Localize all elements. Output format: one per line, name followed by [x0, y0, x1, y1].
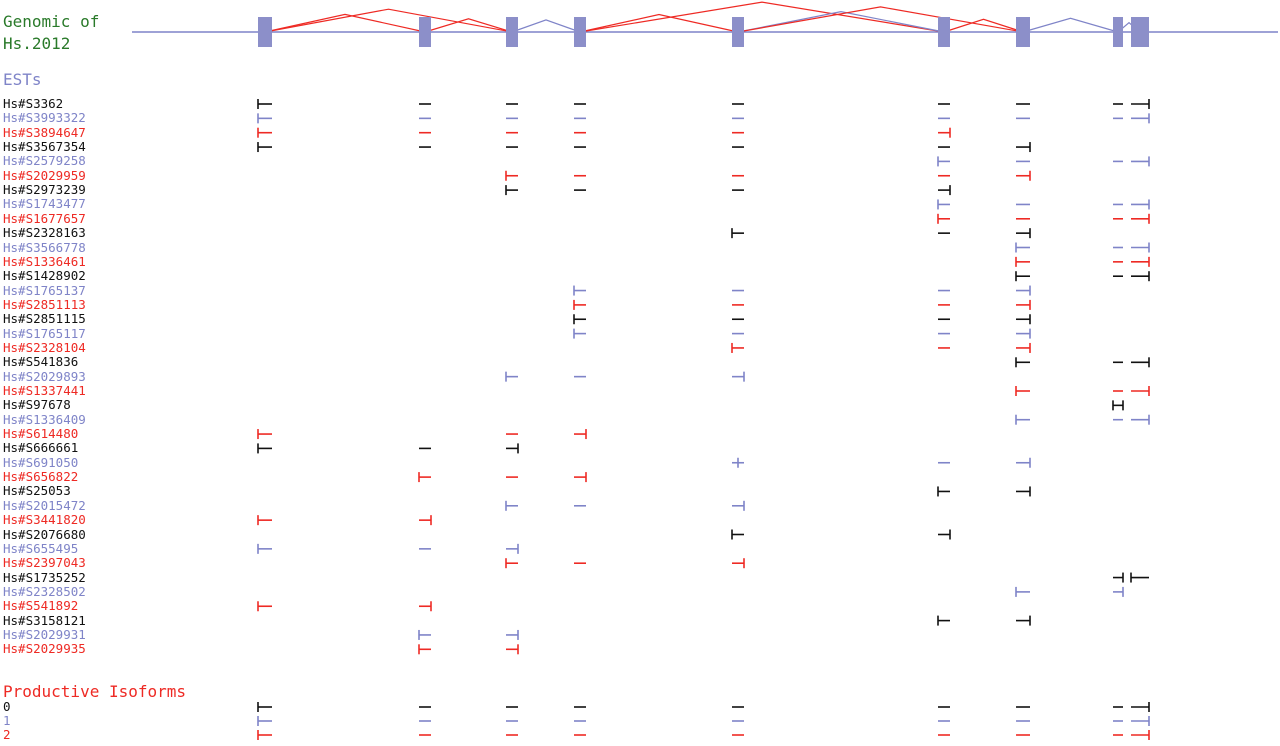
- est-row-16-label: Hs#S2851115: [3, 311, 86, 327]
- est-row-12-label: Hs#S1336461: [3, 253, 86, 269]
- est-row-6-label: Hs#S2029959: [3, 167, 86, 183]
- est-row-4-label: Hs#S3567354: [3, 139, 86, 155]
- est-row-1-label: Hs#S3362: [3, 96, 64, 111]
- splice-link-3: [424, 18, 513, 33]
- ests-heading: ESTs: [3, 70, 42, 89]
- isoform-row-2-label: 1: [3, 713, 11, 728]
- exon-box-1: [258, 17, 272, 47]
- est-row-5-label: Hs#S2579258: [3, 153, 86, 169]
- exon-box-9: [1131, 17, 1149, 47]
- page-title-line2: Hs.2012: [3, 34, 71, 53]
- est-row-33-label: Hs#S2397043: [3, 555, 86, 571]
- est-row-21-label: Hs#S1337441: [3, 383, 86, 398]
- isoform-row-3-label: 2: [3, 727, 11, 742]
- splice-link-6: [579, 1, 945, 33]
- exon-box-4: [574, 17, 586, 47]
- est-row-35-label: Hs#S2328502: [3, 583, 86, 599]
- splice-link-10: [1022, 17, 1119, 33]
- est-row-19-label: Hs#S541836: [3, 354, 79, 370]
- est-row-25-label: Hs#S666661: [3, 440, 79, 456]
- est-row-14-label: Hs#S1765137: [3, 282, 86, 298]
- est-row-30-label: Hs#S3441820: [3, 512, 86, 528]
- est-row-18-label: Hs#S2328104: [3, 339, 86, 355]
- est-row-28-label: Hs#S25053: [3, 483, 71, 499]
- est-row-32-label: Hs#S655495: [3, 540, 79, 556]
- splice-link-4: [511, 19, 581, 33]
- est-row-10-label: Hs#S2328163: [3, 225, 86, 241]
- page-title-line1: Genomic of: [3, 12, 100, 31]
- est-row-7-label: Hs#S2973239: [3, 182, 86, 198]
- exon-box-3: [506, 17, 518, 47]
- est-row-29-label: Hs#S2015472: [3, 497, 86, 513]
- splice-link-2: [264, 13, 426, 33]
- isoform-row-1-label: 0: [3, 699, 11, 714]
- exon-box-6: [938, 17, 950, 47]
- splice-link-1: [264, 8, 513, 33]
- est-row-13-label: Hs#S1428902: [3, 268, 86, 284]
- splice-link-7: [737, 11, 945, 33]
- est-row-23-label: Hs#S1336409: [3, 411, 86, 427]
- est-row-20-label: Hs#S2029893: [3, 368, 86, 384]
- est-row-39-label: Hs#S2029935: [3, 641, 86, 657]
- exon-box-5: [732, 17, 744, 47]
- est-row-22-label: Hs#S97678: [3, 397, 71, 413]
- exon-box-2: [419, 17, 431, 47]
- est-row-24-label: Hs#S614480: [3, 426, 79, 442]
- est-row-8-label: Hs#S1743477: [3, 196, 86, 212]
- isoforms-heading: Productive Isoforms: [3, 682, 187, 701]
- splice-link-9: [943, 18, 1024, 33]
- est-row-36-label: Hs#S541892: [3, 598, 79, 614]
- est-row-38-label: Hs#S2029931: [3, 626, 86, 642]
- exon-box-7: [1016, 17, 1030, 47]
- est-row-11-label: Hs#S3566778: [3, 239, 86, 255]
- est-row-17-label: Hs#S1765117: [3, 325, 86, 341]
- splice-link-8: [737, 6, 1024, 33]
- est-row-15-label: Hs#S2851113: [3, 296, 86, 312]
- est-row-34-label: Hs#S1735252: [3, 569, 86, 585]
- est-row-27-label: Hs#S656822: [3, 469, 79, 485]
- est-row-31-label: Hs#S2076680: [3, 526, 86, 542]
- splice-link-5: [579, 13, 739, 33]
- est-row-26-label: Hs#S691050: [3, 454, 79, 470]
- exon-box-8: [1113, 17, 1123, 47]
- est-row-37-label: Hs#S3158121: [3, 612, 86, 628]
- est-row-2-label: Hs#S3993322: [3, 110, 86, 126]
- est-row-3-label: Hs#S3894647: [3, 124, 86, 140]
- est-row-9-label: Hs#S1677657: [3, 210, 86, 226]
